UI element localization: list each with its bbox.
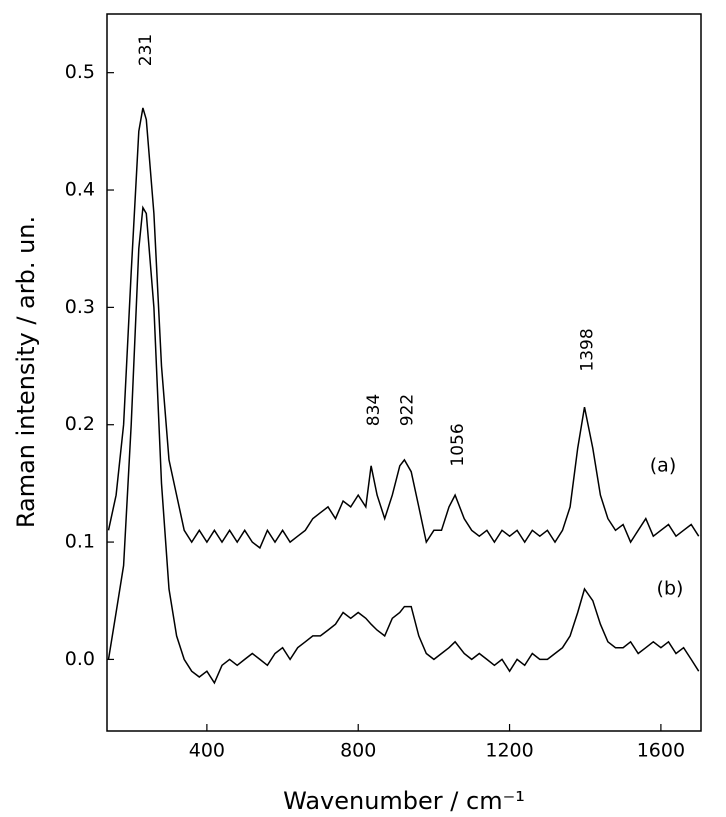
peak-label: 922: [397, 394, 417, 426]
y-tick-label: 0.1: [65, 531, 95, 553]
series-label: (a): [650, 455, 676, 477]
peak-label: 834: [364, 394, 384, 426]
x-axis-label: Wavenumber / cm⁻¹: [283, 787, 525, 815]
peak-label: 1398: [577, 328, 597, 371]
y-tick-label: 0.3: [65, 296, 95, 318]
peak-label: 1056: [448, 423, 468, 466]
y-tick-label: 0.5: [65, 61, 95, 83]
spectrum-line: [107, 205, 700, 685]
peak-label: 231: [136, 34, 156, 66]
y-tick-label: 0.0: [65, 648, 95, 670]
y-tick-label: 0.4: [65, 179, 95, 201]
x-tick-label: 1600: [637, 740, 685, 762]
spectrum-line: [107, 107, 700, 550]
x-tick-label: 800: [340, 740, 376, 762]
plot-frame: [106, 13, 702, 732]
y-axis-label: Raman intensity / arb. un.: [12, 216, 40, 528]
x-tick-label: 400: [189, 740, 225, 762]
x-tick-label: 1200: [485, 740, 533, 762]
y-tick-label: 0.2: [65, 413, 95, 435]
series-label: (b): [657, 578, 684, 600]
